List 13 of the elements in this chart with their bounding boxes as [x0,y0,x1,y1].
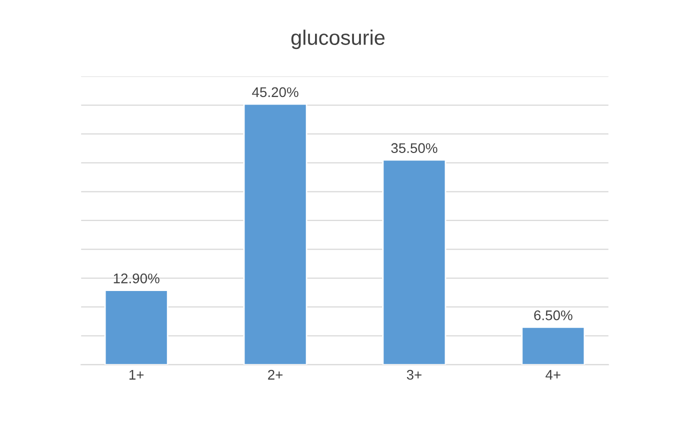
bar [382,159,446,365]
data-label: 12.90% [114,274,160,284]
data-label: 35.50% [391,143,438,154]
data-label: 45.20% [252,87,298,98]
x-tick-label: 1+ [129,370,144,380]
x-tick-label: 3+ [406,370,422,380]
x-tick-label: 2+ [268,370,283,380]
bar [243,103,308,365]
bar [521,326,586,365]
data-label: 6.50% [534,310,572,320]
bar [104,290,168,365]
chart-title: glucosurie [291,30,385,50]
x-tick-label: 4+ [546,370,560,380]
